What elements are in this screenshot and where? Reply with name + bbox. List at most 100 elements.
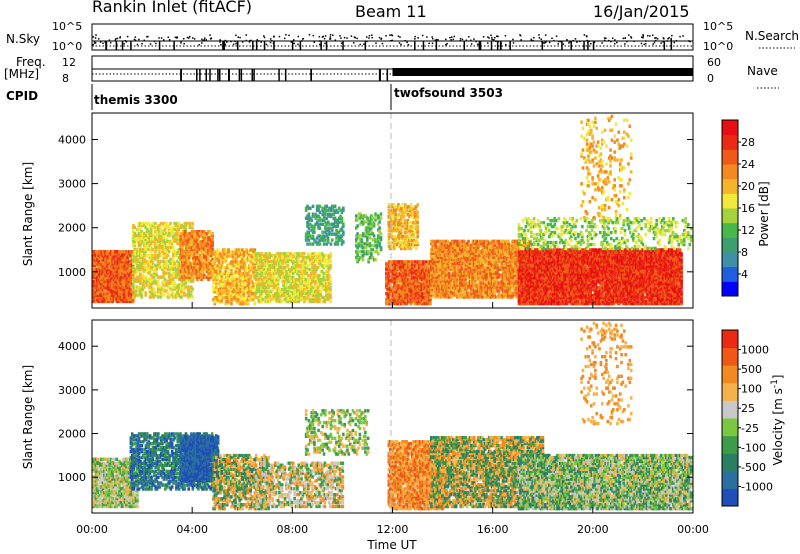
power-cell xyxy=(267,279,270,284)
power-cell xyxy=(174,269,178,273)
power-cell xyxy=(183,237,187,242)
power-cell xyxy=(271,275,274,280)
power-cell xyxy=(177,247,181,252)
noise-point xyxy=(642,34,644,36)
noise-point xyxy=(138,38,140,41)
power-cell xyxy=(268,254,272,258)
power-cell xyxy=(176,287,179,291)
power-cell xyxy=(114,287,117,292)
power-cell xyxy=(156,253,160,258)
power-cell xyxy=(204,245,208,250)
noise-point xyxy=(168,38,171,41)
power-cell xyxy=(307,273,310,278)
power-cell xyxy=(100,256,103,260)
power-cell xyxy=(283,271,287,276)
power-cell xyxy=(197,267,201,272)
power-cell xyxy=(147,263,150,267)
power-cell xyxy=(148,233,152,238)
power-cell xyxy=(181,249,184,254)
power-cell xyxy=(256,271,259,276)
power-cell xyxy=(125,281,128,286)
power-cell xyxy=(282,279,285,284)
power-cell xyxy=(283,289,287,294)
power-cell xyxy=(122,260,125,264)
power-cell xyxy=(279,295,283,300)
power-cell xyxy=(109,283,113,288)
power-cell xyxy=(192,239,195,244)
power-cell xyxy=(94,267,98,272)
power-cell xyxy=(134,267,138,271)
power-cell xyxy=(94,285,98,290)
power-cell xyxy=(271,297,274,302)
power-cell xyxy=(188,247,192,252)
power-cell xyxy=(141,267,145,271)
power-cell xyxy=(196,233,199,238)
power-cell xyxy=(129,299,132,304)
power-cell xyxy=(264,256,268,260)
noise-point xyxy=(319,43,321,46)
power-cell xyxy=(201,243,205,248)
power-cell xyxy=(130,252,134,256)
power-cell xyxy=(141,287,145,291)
power-cell xyxy=(198,231,202,236)
noise-point xyxy=(332,34,334,36)
power-cell xyxy=(272,271,276,276)
power-cell xyxy=(111,281,114,286)
power-cell xyxy=(178,283,182,287)
noise-point xyxy=(605,37,607,40)
power-cell xyxy=(372,222,376,226)
power-cell xyxy=(183,283,186,287)
power-cell xyxy=(268,256,272,260)
power-cell xyxy=(94,271,98,276)
power-cell xyxy=(197,269,201,274)
power-cell xyxy=(253,260,257,264)
power-cell xyxy=(101,265,105,270)
power-cell xyxy=(154,243,157,248)
power-cell xyxy=(225,254,229,258)
power-cell xyxy=(119,285,123,290)
power-cell xyxy=(107,254,110,258)
power-cell xyxy=(201,263,205,268)
power-cell xyxy=(252,250,255,254)
power-cell xyxy=(268,252,272,256)
power-cell xyxy=(104,252,107,256)
noise-point xyxy=(183,37,185,40)
power-cell xyxy=(311,204,315,209)
power-cell xyxy=(188,287,192,291)
power-cell xyxy=(149,245,153,250)
noise-point xyxy=(220,43,222,46)
noise-point xyxy=(593,41,596,44)
power-cell xyxy=(143,285,146,289)
power-cell xyxy=(162,263,165,267)
power-cell xyxy=(187,241,191,246)
power-cell xyxy=(225,282,229,286)
power-cell xyxy=(118,260,121,264)
power-cell xyxy=(158,251,161,256)
power-cell xyxy=(165,283,168,287)
noise-point xyxy=(356,37,358,40)
power-cell xyxy=(162,239,165,244)
power-cell xyxy=(155,247,159,252)
power-cell xyxy=(136,251,139,256)
power-cell xyxy=(183,279,186,283)
power-cell xyxy=(283,256,287,260)
noise-point xyxy=(487,36,489,38)
power-cell xyxy=(167,231,171,236)
power-cell xyxy=(148,247,152,252)
power-cell xyxy=(217,293,221,298)
power-cell xyxy=(104,265,107,270)
power-cell xyxy=(98,295,102,300)
power-cell xyxy=(105,265,109,270)
power-cell xyxy=(235,290,239,294)
power-cell xyxy=(100,267,103,272)
power-cell xyxy=(205,231,209,236)
power-cell xyxy=(97,254,101,258)
noise-point xyxy=(640,36,643,38)
power-cell xyxy=(147,277,150,281)
noise-point xyxy=(555,35,558,37)
power-cell xyxy=(278,269,281,274)
power-cell xyxy=(158,223,161,228)
power-cell xyxy=(169,221,172,226)
power-cell xyxy=(189,265,192,270)
power-cell xyxy=(238,270,241,274)
